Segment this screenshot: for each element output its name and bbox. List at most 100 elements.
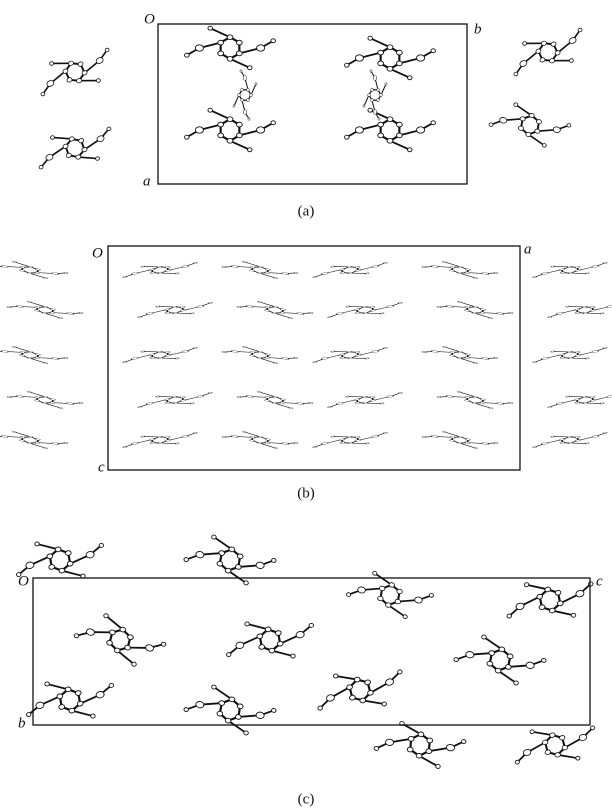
- molecule: [70, 607, 169, 673]
- atom: [258, 301, 262, 303]
- atom: [197, 395, 204, 398]
- atom: [309, 312, 313, 314]
- atom: [103, 613, 108, 618]
- atom: [180, 306, 185, 308]
- atom: [245, 622, 250, 627]
- atom: [106, 640, 113, 646]
- atom: [69, 136, 75, 142]
- atom: [370, 70, 372, 73]
- atom: [408, 148, 413, 152]
- atom: [20, 354, 25, 356]
- bond: [160, 356, 177, 361]
- atom: [364, 679, 371, 685]
- atom: [123, 276, 127, 278]
- molecule: [233, 70, 257, 121]
- atom: [346, 684, 353, 690]
- atom: [575, 351, 580, 353]
- atom: [222, 266, 226, 268]
- atom: [422, 266, 426, 268]
- atom: [173, 402, 178, 404]
- atom: [436, 764, 441, 768]
- molecule: [312, 258, 389, 281]
- atom: [465, 399, 470, 401]
- atom: [556, 402, 563, 405]
- atom: [437, 306, 441, 308]
- atom: [52, 357, 59, 360]
- atom: [346, 592, 351, 596]
- atom: [380, 313, 384, 315]
- atom: [474, 362, 478, 364]
- atom: [165, 436, 170, 438]
- atom: [505, 664, 511, 670]
- atom: [66, 153, 72, 159]
- atom: [529, 113, 535, 118]
- atom: [67, 312, 74, 315]
- atom: [309, 623, 314, 628]
- atom: [560, 272, 565, 274]
- atom: [172, 396, 177, 398]
- atom: [481, 635, 486, 640]
- axis-label: a: [524, 241, 532, 257]
- atom: [494, 357, 498, 359]
- atom: [569, 58, 574, 63]
- atom: [408, 76, 413, 80]
- atom: [52, 442, 59, 445]
- atom: [193, 262, 197, 264]
- molecule: [547, 298, 612, 321]
- atom: [313, 361, 317, 363]
- atom: [559, 735, 565, 741]
- atom: [231, 435, 238, 438]
- atom: [507, 614, 512, 619]
- molecule: [181, 531, 278, 590]
- molecule: [327, 298, 404, 321]
- atom: [145, 644, 154, 652]
- atom: [141, 351, 145, 353]
- atom: [265, 354, 270, 356]
- atom: [64, 357, 68, 359]
- atom: [208, 108, 213, 112]
- atom: [16, 395, 23, 398]
- atom: [190, 313, 194, 315]
- atom: [77, 61, 83, 67]
- atom: [582, 396, 587, 398]
- atom: [465, 439, 470, 441]
- atom: [431, 435, 438, 438]
- atom: [1, 350, 8, 353]
- atom: [398, 302, 402, 304]
- atom: [218, 700, 224, 706]
- atom: [590, 309, 595, 311]
- atom: [355, 354, 360, 356]
- atom: [472, 402, 477, 404]
- atom: [165, 439, 170, 441]
- atom: [35, 269, 40, 271]
- atom: [526, 662, 535, 670]
- atom: [383, 347, 387, 349]
- molecule: [327, 388, 404, 411]
- atom: [250, 354, 255, 356]
- atom: [280, 402, 285, 404]
- atom: [422, 351, 426, 353]
- atom: [217, 711, 223, 717]
- atom: [247, 99, 250, 102]
- atom: [541, 442, 548, 445]
- molecule: [310, 657, 409, 723]
- atom: [487, 661, 493, 667]
- atom: [533, 276, 537, 278]
- atom: [566, 306, 570, 308]
- atom: [340, 354, 345, 356]
- atom: [123, 361, 127, 363]
- atom: [150, 442, 155, 444]
- atom: [67, 561, 73, 567]
- atom: [243, 261, 247, 263]
- atom: [354, 677, 361, 683]
- atom: [560, 354, 565, 356]
- atom: [422, 436, 426, 438]
- atom: [396, 122, 402, 127]
- atom: [231, 265, 238, 268]
- atom: [193, 347, 197, 349]
- atom: [45, 682, 50, 687]
- atom: [575, 436, 580, 438]
- atom: [592, 265, 599, 268]
- atom: [240, 70, 242, 73]
- atom: [257, 357, 262, 359]
